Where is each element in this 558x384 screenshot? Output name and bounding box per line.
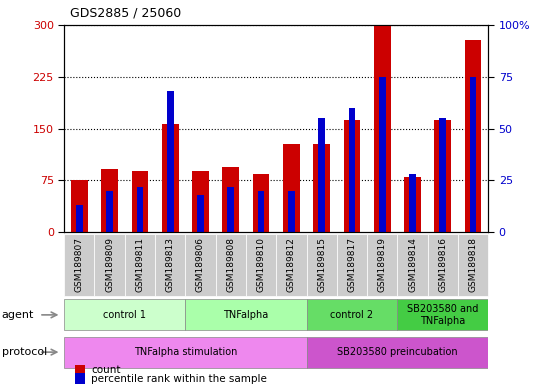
Bar [397, 234, 427, 296]
Bar [470, 77, 477, 232]
Bar [185, 234, 215, 296]
Text: agent: agent [2, 310, 34, 320]
Text: percentile rank within the sample: percentile rank within the sample [91, 374, 267, 384]
Bar [397, 300, 488, 330]
Bar [367, 234, 397, 296]
Bar [162, 124, 179, 232]
Bar [253, 174, 270, 232]
Bar [318, 118, 325, 232]
Bar [71, 180, 88, 232]
Bar [185, 300, 306, 330]
Bar [64, 336, 306, 368]
Bar [197, 195, 204, 232]
Bar [137, 187, 143, 232]
Bar [435, 120, 451, 232]
Text: GSM189807: GSM189807 [75, 237, 84, 292]
Bar [337, 234, 367, 296]
Text: GSM189809: GSM189809 [105, 237, 114, 292]
Bar [349, 108, 355, 232]
Bar [64, 300, 185, 330]
Bar [132, 172, 148, 232]
Text: GSM189811: GSM189811 [136, 237, 145, 292]
Text: GSM189817: GSM189817 [348, 237, 357, 292]
Text: SB203580 preincubation: SB203580 preincubation [337, 347, 458, 357]
Bar [306, 336, 488, 368]
Bar [246, 234, 276, 296]
Bar [409, 174, 416, 232]
Bar [283, 144, 300, 232]
Bar [223, 167, 239, 232]
Bar [313, 144, 330, 232]
Bar [306, 234, 337, 296]
Bar [458, 234, 488, 296]
Text: GSM189810: GSM189810 [257, 237, 266, 292]
Bar [379, 77, 386, 232]
Bar [192, 172, 209, 232]
Bar [427, 234, 458, 296]
Text: control 1: control 1 [103, 310, 146, 320]
Bar [465, 40, 482, 232]
Bar [276, 234, 306, 296]
Text: GSM189814: GSM189814 [408, 237, 417, 292]
Bar [344, 120, 360, 232]
Text: GSM189819: GSM189819 [378, 237, 387, 292]
Bar [64, 234, 94, 296]
Text: TNFalpha stimulation: TNFalpha stimulation [134, 347, 237, 357]
Bar [374, 26, 391, 232]
Text: GSM189816: GSM189816 [439, 237, 448, 292]
Text: GSM189818: GSM189818 [469, 237, 478, 292]
Text: GDS2885 / 25060: GDS2885 / 25060 [70, 6, 181, 19]
Text: protocol: protocol [2, 347, 47, 357]
Bar [125, 234, 155, 296]
Bar [440, 118, 446, 232]
Bar [306, 300, 397, 330]
Bar [258, 191, 264, 232]
Text: control 2: control 2 [330, 310, 373, 320]
Text: GSM189815: GSM189815 [317, 237, 326, 292]
Text: SB203580 and
TNFalpha: SB203580 and TNFalpha [407, 304, 479, 326]
Bar [155, 234, 185, 296]
Bar [228, 187, 234, 232]
Text: count: count [91, 365, 121, 375]
Text: GSM189812: GSM189812 [287, 237, 296, 292]
Bar [106, 191, 113, 232]
Text: GSM189813: GSM189813 [166, 237, 175, 292]
Bar [288, 191, 295, 232]
Bar [76, 205, 83, 232]
Bar [404, 177, 421, 232]
Bar [101, 169, 118, 232]
Bar [94, 234, 125, 296]
Bar [215, 234, 246, 296]
Text: GSM189806: GSM189806 [196, 237, 205, 292]
Text: TNFalpha: TNFalpha [223, 310, 268, 320]
Text: GSM189808: GSM189808 [227, 237, 235, 292]
Bar [167, 91, 174, 232]
